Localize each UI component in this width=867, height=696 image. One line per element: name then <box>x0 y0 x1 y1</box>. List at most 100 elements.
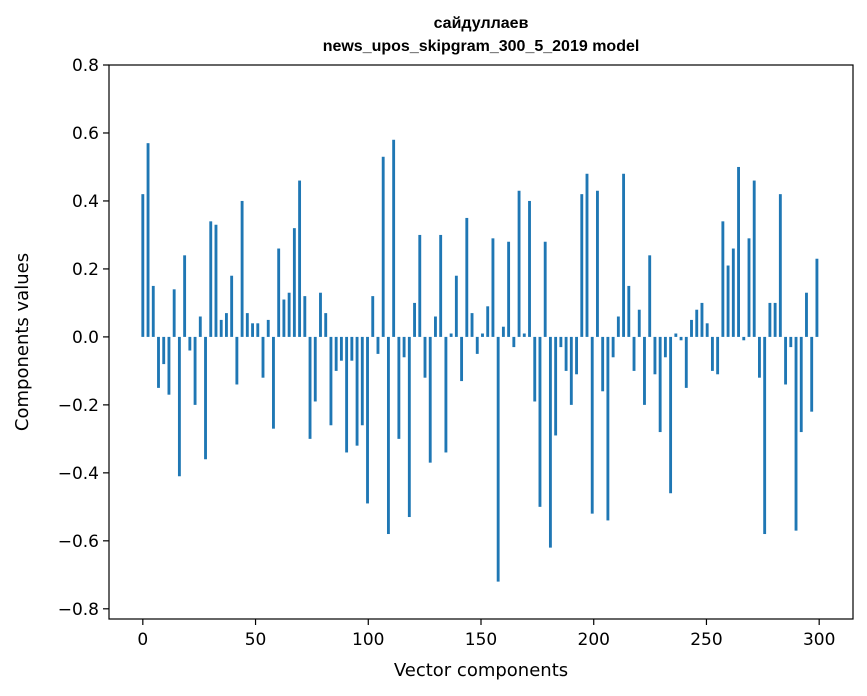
bar <box>731 248 735 337</box>
bar <box>428 336 432 463</box>
y-tick-label: 0.6 <box>72 124 99 144</box>
bar <box>674 333 678 337</box>
bar <box>204 336 207 460</box>
bar <box>313 336 317 402</box>
bar <box>663 336 667 358</box>
bar <box>261 336 265 378</box>
bar <box>643 336 646 405</box>
y-tick-label: −0.8 <box>58 600 99 620</box>
bar <box>188 336 192 351</box>
x-tick-label: 50 <box>245 630 267 650</box>
bar <box>543 241 547 337</box>
bar <box>360 336 364 426</box>
x-tick-label: 0 <box>137 630 148 650</box>
bar <box>157 336 160 388</box>
bar <box>209 221 213 337</box>
bar <box>784 336 788 385</box>
y-tick-label: −0.4 <box>58 464 99 484</box>
plot-frame <box>108 64 854 620</box>
y-axis-label: Components values <box>12 253 33 431</box>
bar <box>146 143 150 337</box>
bar <box>580 194 584 337</box>
bar <box>810 336 814 412</box>
bar <box>512 336 516 348</box>
bar <box>710 336 714 371</box>
x-tick-label: 300 <box>803 630 835 650</box>
bar <box>402 336 406 358</box>
bar <box>177 336 181 477</box>
x-tick-label: 200 <box>578 630 610 650</box>
bar <box>172 289 176 337</box>
bar <box>548 336 552 548</box>
bar <box>763 336 767 535</box>
bar <box>590 336 594 514</box>
bar <box>522 333 526 337</box>
bar <box>585 173 589 337</box>
bar <box>272 336 275 429</box>
bar <box>737 166 740 337</box>
bar <box>418 234 422 337</box>
bar <box>533 336 537 402</box>
bar <box>559 336 563 348</box>
bar <box>538 336 542 507</box>
chart-title: сайдуллаев <box>434 15 529 32</box>
bar <box>805 292 808 337</box>
bar <box>386 336 390 535</box>
bar <box>507 241 511 337</box>
bar <box>554 336 558 436</box>
bar <box>742 336 746 341</box>
bar <box>752 180 756 337</box>
bar <box>705 323 709 337</box>
bar <box>329 336 333 426</box>
bar <box>282 299 286 337</box>
y-tick-label: −0.6 <box>58 532 99 552</box>
bar <box>799 336 803 433</box>
bar <box>141 194 145 337</box>
bar <box>292 228 296 337</box>
bar <box>287 292 291 337</box>
bar <box>606 336 610 521</box>
bar <box>224 313 228 337</box>
y-tick-label: 0.4 <box>72 192 99 212</box>
bar <box>371 296 375 337</box>
bar <box>465 217 469 337</box>
bar <box>669 336 673 494</box>
bar <box>601 336 605 392</box>
bar <box>700 302 704 337</box>
y-tick-label: 0.8 <box>72 56 99 76</box>
bar <box>528 200 531 337</box>
bar <box>569 336 573 405</box>
bar <box>596 190 599 337</box>
bar <box>758 336 761 378</box>
bar <box>277 248 281 337</box>
bar <box>475 336 479 354</box>
bar <box>319 292 322 337</box>
bar <box>564 336 568 371</box>
bar <box>721 221 725 337</box>
bar <box>501 326 505 337</box>
bar <box>355 336 359 446</box>
bar <box>444 336 448 453</box>
bar <box>256 323 260 337</box>
bar <box>381 156 385 337</box>
bar <box>334 336 338 371</box>
bar <box>658 336 662 433</box>
bar <box>423 336 427 378</box>
y-axis-ticks: −0.8 −0.6 −0.4 −0.2 0.0 0.2 0.4 0.6 0.8 <box>58 56 109 620</box>
bar <box>266 319 270 337</box>
x-axis-label: Vector components <box>394 660 568 681</box>
x-tick-label: 100 <box>352 630 384 650</box>
bar <box>183 255 187 337</box>
bar <box>454 275 458 337</box>
bar <box>198 316 202 337</box>
bar <box>449 333 453 337</box>
bar <box>214 224 218 337</box>
bar <box>350 336 354 361</box>
bar <box>778 194 782 337</box>
bar <box>339 336 343 361</box>
chart-subtitle: news_upos_skipgram_300_5_2019 model <box>323 38 640 55</box>
bar <box>298 180 302 337</box>
bar <box>460 336 464 382</box>
bar <box>235 336 239 385</box>
bar <box>470 313 474 337</box>
